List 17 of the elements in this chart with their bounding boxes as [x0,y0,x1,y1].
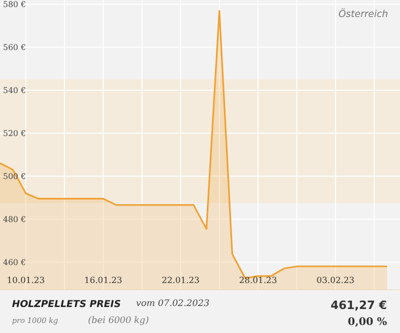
y-tick-label: 520 € [3,128,26,138]
text: (bei 6000 kg) [88,316,150,326]
x-tick-label: 22.01.23 [162,276,200,286]
text: vom 07.02.2023 [136,299,210,309]
text: HOLZPELLETS PREIS [12,299,121,310]
text: 0,00 % [348,316,388,328]
y-tick-label: 460 € [3,258,26,267]
x-tick-label: 16.01.23 [84,276,122,286]
y-tick-label: 580 € [3,0,26,10]
y-tick-label: 540 € [3,86,26,96]
text: 461,27 € [330,298,387,312]
x-tick-label: 10.01.23 [6,276,45,286]
y-tick-label: 480 € [3,214,26,224]
annotation: Österreich [338,8,388,20]
x-tick-label: 28.01.23 [239,276,277,286]
x-tick-label: 03.02.23 [316,276,354,286]
y-tick-label: 560 € [3,43,26,52]
